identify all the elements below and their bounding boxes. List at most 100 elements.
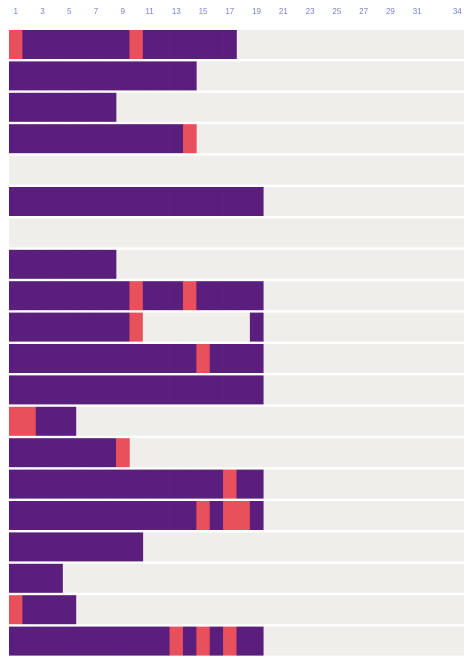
day-cell bbox=[35, 532, 50, 562]
day-cell bbox=[35, 187, 50, 216]
day-cell bbox=[49, 469, 63, 499]
day-cell bbox=[129, 312, 144, 342]
day-cell bbox=[9, 312, 23, 342]
day-cell bbox=[22, 312, 37, 342]
row-background bbox=[9, 218, 464, 248]
day-cell bbox=[89, 626, 103, 656]
day-cell bbox=[102, 249, 117, 279]
day-cell bbox=[9, 344, 23, 373]
day-cell bbox=[182, 469, 197, 499]
day-cell bbox=[35, 595, 50, 625]
day-cell bbox=[129, 532, 144, 562]
day-cell bbox=[249, 501, 264, 530]
day-cell bbox=[49, 124, 63, 154]
day-cell bbox=[62, 61, 77, 91]
day-cell bbox=[22, 61, 37, 91]
day-cell bbox=[49, 312, 63, 342]
day-cell bbox=[89, 281, 103, 311]
day-cell bbox=[129, 375, 144, 405]
day-cell bbox=[62, 281, 77, 311]
day-cell bbox=[116, 281, 130, 311]
day-cell bbox=[22, 249, 37, 279]
day-cell bbox=[22, 92, 37, 122]
day-cell bbox=[249, 344, 264, 373]
x-tick-label: 1 bbox=[13, 7, 18, 16]
day-cell bbox=[116, 124, 130, 154]
day-cell bbox=[89, 375, 103, 405]
day-cell bbox=[223, 312, 237, 342]
day-cell bbox=[22, 30, 37, 59]
day-cell bbox=[169, 187, 184, 216]
day-cell bbox=[89, 187, 103, 216]
day-cell bbox=[62, 92, 77, 122]
day-cell bbox=[196, 344, 211, 373]
day-cell bbox=[116, 30, 130, 59]
day-cell bbox=[75, 92, 90, 122]
day-cell bbox=[49, 281, 63, 311]
x-tick-label: 31 bbox=[413, 7, 422, 16]
day-cell bbox=[49, 249, 63, 279]
day-cell bbox=[129, 187, 144, 216]
day-cell bbox=[223, 375, 237, 405]
day-cell bbox=[209, 469, 224, 499]
day-cell bbox=[75, 375, 90, 405]
day-cell bbox=[182, 501, 197, 530]
day-cell bbox=[156, 124, 170, 154]
day-cell bbox=[102, 92, 117, 122]
day-cell bbox=[142, 61, 157, 91]
day-cell bbox=[209, 30, 224, 59]
day-cell bbox=[9, 249, 23, 279]
day-cell bbox=[22, 344, 37, 373]
day-cell bbox=[142, 187, 157, 216]
day-cell bbox=[22, 563, 37, 593]
day-cell bbox=[223, 501, 237, 530]
day-cell bbox=[62, 595, 77, 625]
day-cell bbox=[102, 532, 117, 562]
day-cell bbox=[249, 375, 264, 405]
day-cell bbox=[182, 375, 197, 405]
day-cell bbox=[49, 375, 63, 405]
day-cell bbox=[196, 312, 211, 342]
day-cell bbox=[9, 281, 23, 311]
day-cell bbox=[169, 344, 184, 373]
day-cell bbox=[196, 626, 211, 656]
day-cell bbox=[75, 532, 90, 562]
day-cell bbox=[75, 438, 90, 468]
day-cell bbox=[142, 626, 157, 656]
day-cell bbox=[35, 124, 50, 154]
day-cell bbox=[129, 30, 144, 59]
row-background bbox=[9, 155, 464, 185]
day-cell bbox=[236, 344, 251, 373]
day-cell bbox=[75, 30, 90, 59]
day-cell bbox=[142, 281, 157, 311]
x-tick-label: 25 bbox=[332, 7, 341, 16]
day-cell bbox=[22, 595, 37, 625]
day-cell bbox=[116, 344, 130, 373]
day-cell bbox=[156, 61, 170, 91]
day-cell bbox=[62, 344, 77, 373]
day-cell bbox=[223, 281, 237, 311]
day-cell bbox=[102, 187, 117, 216]
day-cell bbox=[249, 469, 264, 499]
x-tick-label: 17 bbox=[225, 7, 234, 16]
day-cell bbox=[35, 626, 50, 656]
day-cell bbox=[102, 469, 117, 499]
day-cell bbox=[49, 92, 63, 122]
day-cell bbox=[9, 532, 23, 562]
day-cell bbox=[129, 281, 144, 311]
day-cell bbox=[35, 92, 50, 122]
day-cell bbox=[49, 563, 63, 593]
day-cell bbox=[9, 626, 23, 656]
day-cell bbox=[35, 281, 50, 311]
day-cell bbox=[129, 124, 144, 154]
day-cell bbox=[169, 501, 184, 530]
day-cell bbox=[9, 92, 23, 122]
day-cell bbox=[62, 187, 77, 216]
day-cell bbox=[209, 312, 224, 342]
day-cell bbox=[102, 30, 117, 59]
day-cell bbox=[129, 469, 144, 499]
day-cell bbox=[75, 312, 90, 342]
day-cell bbox=[169, 375, 184, 405]
day-cell bbox=[75, 501, 90, 530]
day-cell bbox=[156, 501, 170, 530]
